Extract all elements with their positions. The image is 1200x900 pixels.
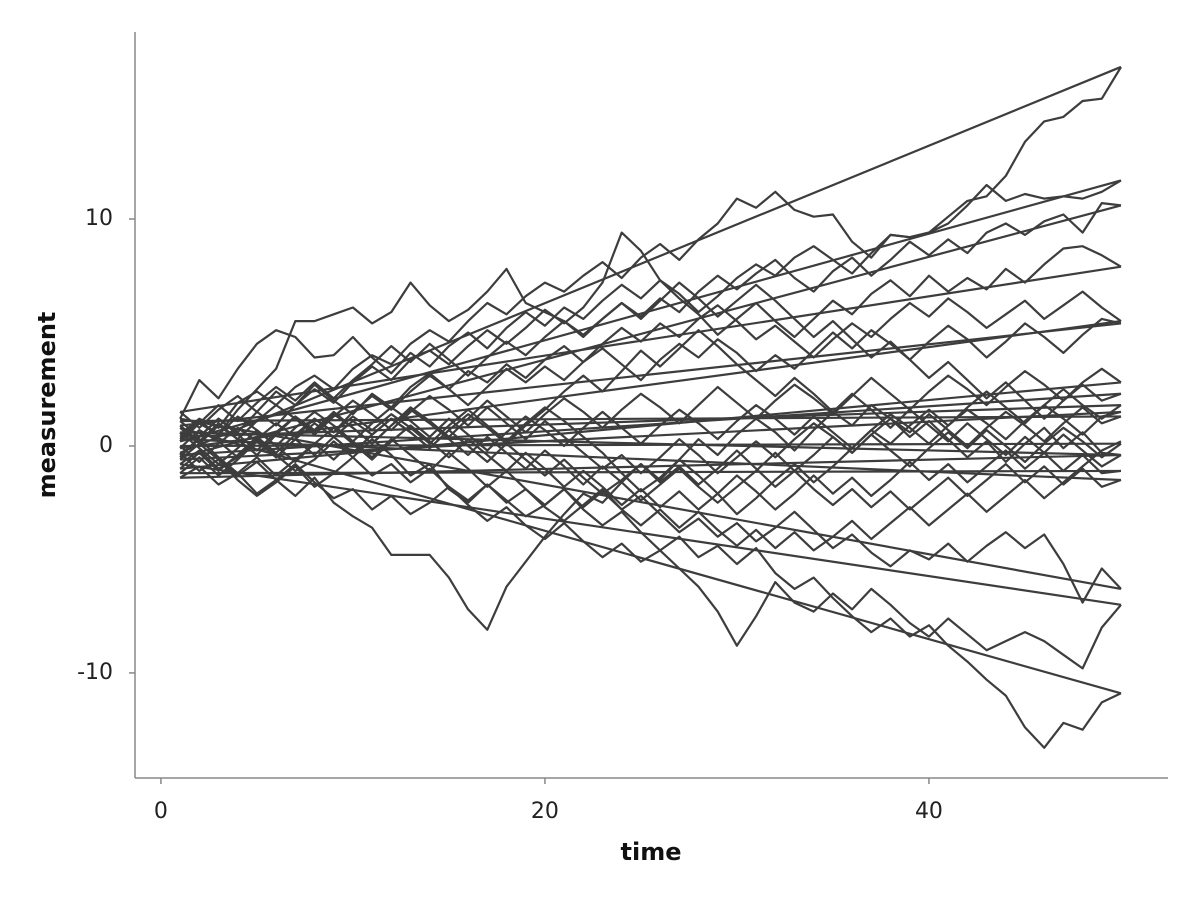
series-line [179,424,1122,511]
y-axis-title: measurement [33,312,61,499]
series-line [179,417,1122,511]
series-line [179,66,1122,436]
y-tick-label: -10 [77,660,113,685]
series-connector [179,426,1122,695]
series-connector [180,392,1122,457]
series-line [179,438,1122,552]
series-line [179,408,1122,504]
series-line [179,290,1122,429]
series-line [179,404,1122,452]
series-connector [180,410,1122,461]
series-connector [179,463,1122,606]
series-line [179,463,1122,670]
x-tick-label: 0 [154,799,168,824]
series-connector [179,265,1122,414]
series-line [179,179,1122,420]
series-connector [180,415,1121,423]
series-line [179,438,1122,604]
series-line [179,281,1122,441]
series-line [179,202,1122,443]
series-line [179,329,1122,468]
series-connector [180,431,1121,457]
x-axis-title: time [621,838,682,866]
series-connector [179,417,1122,591]
series-connector [180,381,1122,470]
series-line [179,231,1122,459]
y-tick-label: 10 [85,206,113,231]
x-tick-label: 40 [915,799,943,824]
series-connector [180,438,1122,482]
series-line [179,367,1122,457]
x-tick-label: 20 [531,799,559,824]
series-connector [180,322,1122,427]
series-line [179,438,1122,749]
y-tick-label: 0 [99,433,113,458]
